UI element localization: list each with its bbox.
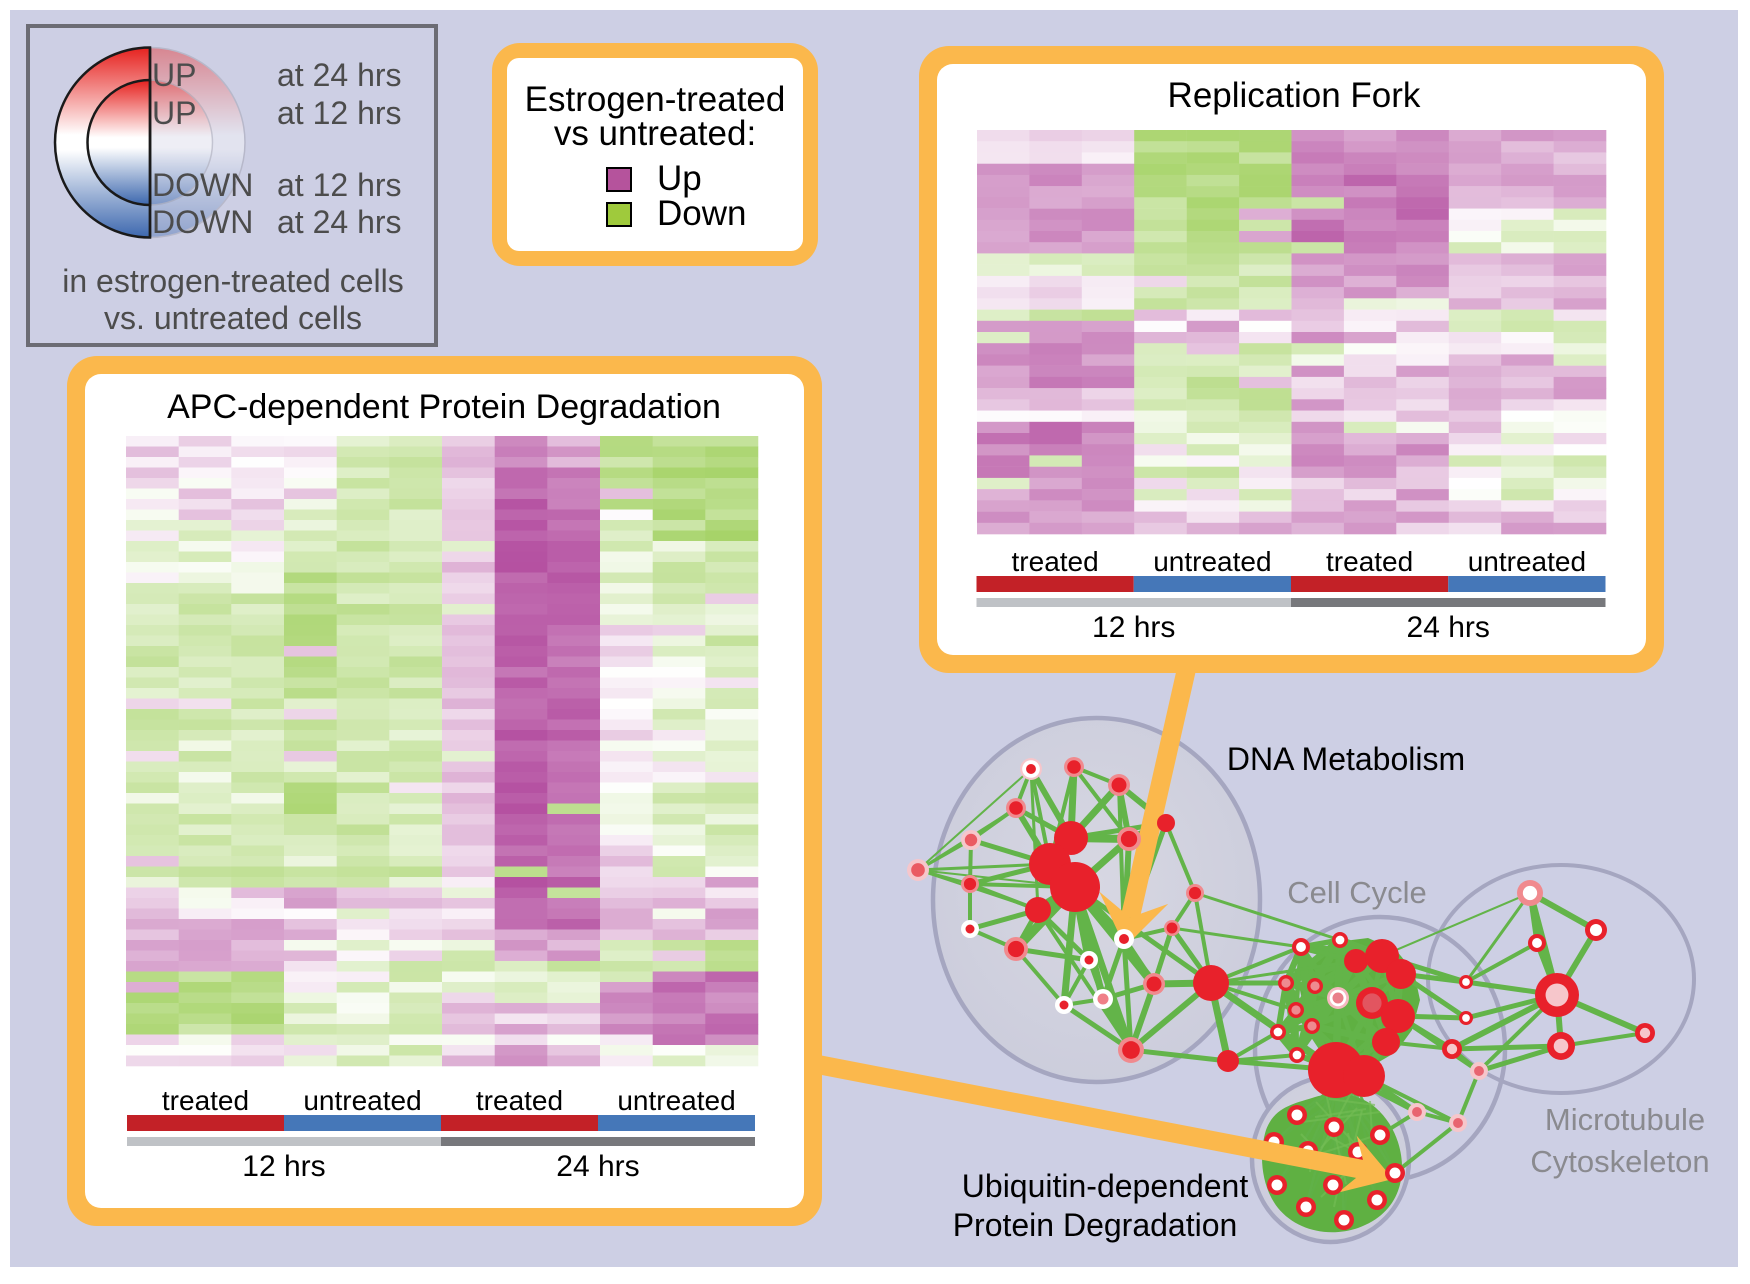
svg-text:treated: treated: [1012, 546, 1099, 577]
svg-text:APC-dependent Protein Degradat: APC-dependent Protein Degradation: [167, 388, 721, 426]
svg-text:Estrogen-treated: Estrogen-treated: [525, 80, 786, 119]
svg-text:UP: UP: [152, 57, 196, 93]
svg-text:in estrogen-treated cells: in estrogen-treated cells: [62, 263, 404, 299]
svg-text:Cell Cycle: Cell Cycle: [1287, 875, 1427, 910]
svg-text:DOWN: DOWN: [152, 167, 253, 203]
svg-text:12 hrs: 12 hrs: [242, 1150, 325, 1183]
svg-text:untreated: untreated: [617, 1085, 735, 1116]
svg-text:24 hrs: 24 hrs: [1407, 611, 1490, 644]
svg-text:untreated: untreated: [303, 1085, 421, 1116]
svg-text:Replication Fork: Replication Fork: [1168, 76, 1421, 115]
svg-text:Up: Up: [657, 159, 702, 198]
svg-text:at 12 hrs: at 12 hrs: [277, 95, 402, 131]
svg-text:DNA Metabolism: DNA Metabolism: [1227, 741, 1465, 777]
svg-text:Down: Down: [657, 194, 746, 233]
svg-text:vs. untreated cells: vs. untreated cells: [104, 300, 362, 336]
svg-text:Protein Degradation: Protein Degradation: [953, 1207, 1238, 1243]
svg-text:treated: treated: [162, 1085, 249, 1116]
svg-text:UP: UP: [152, 95, 196, 131]
svg-text:Ubiquitin-dependent: Ubiquitin-dependent: [962, 1168, 1249, 1204]
svg-text:Microtubule: Microtubule: [1545, 1102, 1705, 1137]
svg-text:24 hrs: 24 hrs: [556, 1150, 639, 1183]
svg-text:12 hrs: 12 hrs: [1092, 611, 1175, 644]
svg-text:treated: treated: [1326, 546, 1413, 577]
svg-text:treated: treated: [476, 1085, 563, 1116]
svg-text:Cytoskeleton: Cytoskeleton: [1530, 1144, 1709, 1179]
svg-text:untreated: untreated: [1468, 546, 1586, 577]
svg-text:at 24 hrs: at 24 hrs: [277, 204, 402, 240]
svg-text:at 12 hrs: at 12 hrs: [277, 167, 402, 203]
svg-text:DOWN: DOWN: [152, 204, 253, 240]
svg-text:at 24 hrs: at 24 hrs: [277, 57, 402, 93]
svg-text:untreated: untreated: [1153, 546, 1271, 577]
svg-text:vs untreated:: vs untreated:: [554, 114, 756, 153]
